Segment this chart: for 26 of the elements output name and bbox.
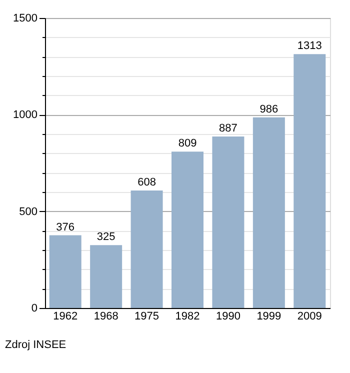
data-label: 376 bbox=[56, 221, 75, 234]
bar bbox=[252, 117, 285, 308]
x-tick-label: 1999 bbox=[256, 310, 282, 322]
x-tick-label: 1982 bbox=[175, 310, 200, 322]
x-tick-label: 1962 bbox=[53, 310, 78, 322]
data-label: 986 bbox=[260, 103, 278, 116]
x-tick-label: 2009 bbox=[297, 310, 322, 322]
bar bbox=[130, 190, 163, 308]
data-label: 1313 bbox=[297, 40, 322, 52]
bar bbox=[212, 136, 244, 308]
bar bbox=[49, 235, 82, 308]
text: Zdroj INSEE bbox=[5, 339, 66, 351]
y-tick-label: 500 bbox=[19, 206, 38, 218]
y-tick-label: 0 bbox=[31, 302, 38, 314]
data-label: 887 bbox=[219, 122, 238, 135]
x-tick-label: 1968 bbox=[94, 310, 118, 322]
data-label: 325 bbox=[96, 231, 116, 244]
x-tick-label: 1975 bbox=[134, 310, 160, 322]
bar bbox=[294, 54, 326, 308]
bar bbox=[172, 152, 204, 308]
y-tick-label: 1000 bbox=[13, 109, 38, 122]
data-label: 809 bbox=[178, 138, 197, 150]
data-label: 608 bbox=[138, 176, 156, 188]
x-tick-label: 1990 bbox=[216, 310, 240, 322]
y-tick-label: 1500 bbox=[13, 12, 38, 24]
bar bbox=[90, 245, 122, 308]
